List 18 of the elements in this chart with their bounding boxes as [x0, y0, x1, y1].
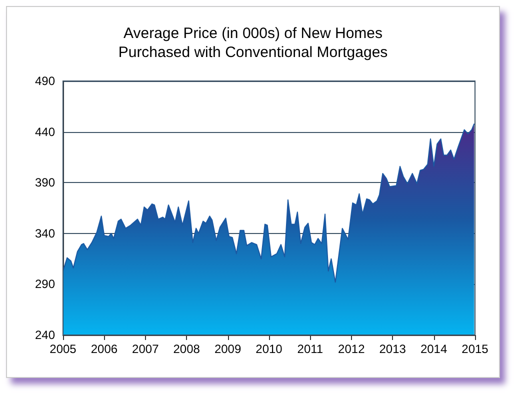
x-tick-label: 2014 [420, 342, 448, 356]
y-tick-label: 240 [34, 328, 56, 342]
x-tick-label: 2012 [338, 342, 366, 356]
x-tick-label: 2009 [214, 342, 242, 356]
x-tick-label: 2007 [132, 342, 160, 356]
x-tick-label: 2010 [256, 342, 283, 356]
y-tick-label: 340 [34, 226, 56, 240]
x-tick-label: 2015 [462, 342, 489, 356]
chart-title: Average Price (in 000s) of New Homes Purchased with Conventional Mortgages [118, 25, 388, 61]
y-tick-label: 290 [34, 277, 56, 292]
x-tick-label: 2006 [90, 342, 118, 356]
x-tick-label: 2013 [379, 342, 406, 356]
y-tick-label: 440 [34, 124, 56, 139]
x-tick-label: 2008 [173, 342, 200, 356]
x-tick-label: 2005 [50, 342, 77, 356]
y-tick-label: 390 [34, 176, 56, 190]
y-tick-label: 490 [34, 74, 56, 88]
x-tick-label: 2011 [297, 342, 324, 356]
